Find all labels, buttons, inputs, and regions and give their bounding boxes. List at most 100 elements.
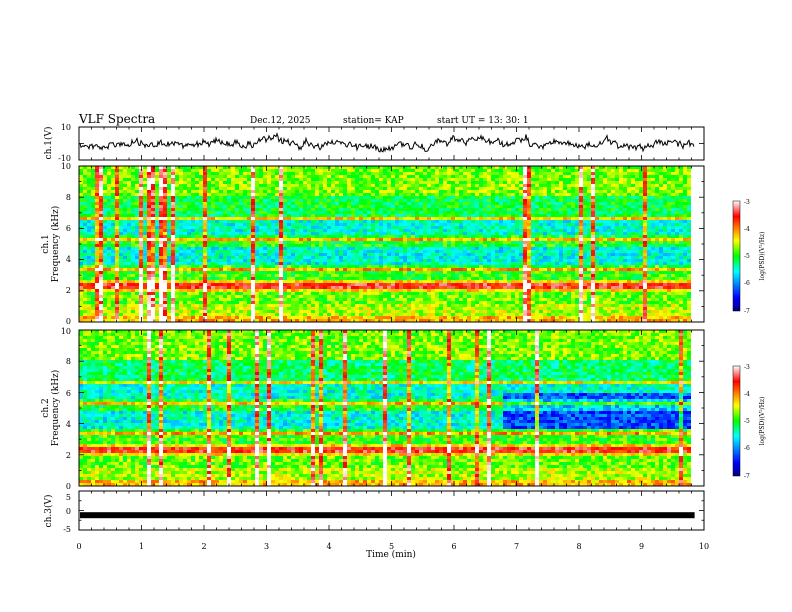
spectrogram-cell	[663, 184, 667, 187]
spectrogram-cell	[119, 193, 123, 196]
spectrogram-cell	[519, 229, 523, 232]
spectrogram-cell	[271, 202, 275, 205]
spectrogram-cell	[207, 223, 211, 226]
spectrogram-cell	[263, 223, 267, 226]
spectrogram-cell	[511, 190, 515, 193]
spectrogram-cell	[259, 214, 263, 217]
spectrogram-cell	[683, 205, 687, 208]
spectrogram-cell	[455, 214, 459, 217]
spectrogram-cell	[371, 250, 375, 253]
spectrogram-cell	[255, 181, 259, 184]
spectrogram-cell	[567, 184, 571, 187]
spectrogram-cell	[223, 193, 227, 196]
spectrogram-cell	[607, 247, 611, 250]
spectrogram-cell	[471, 181, 475, 184]
spectrogram-cell	[391, 196, 395, 199]
spectrogram-cell	[323, 193, 327, 196]
spectrogram-cell	[319, 259, 323, 262]
spectrogram-cell	[231, 172, 235, 175]
spectrogram-cell	[575, 250, 579, 253]
spectrogram-cell	[159, 247, 163, 250]
spectrogram-cell	[383, 259, 387, 262]
spectrogram-cell	[671, 229, 675, 232]
spectrogram-cell	[527, 190, 531, 193]
spectrogram-cell	[327, 187, 331, 190]
spectrogram-cell	[559, 229, 563, 232]
spectrogram-cell	[139, 247, 143, 250]
spectrogram-cell	[359, 190, 363, 193]
spectrogram-cell	[287, 244, 291, 247]
spectrogram-cell	[675, 232, 679, 235]
spectrogram-cell	[207, 205, 211, 208]
spectrogram-cell	[239, 193, 243, 196]
spectrogram-cell	[191, 223, 195, 226]
spectrogram-cell	[607, 205, 611, 208]
spectrogram-cell	[243, 172, 247, 175]
spectrogram-cell	[155, 244, 159, 247]
spectrogram-cell	[115, 226, 119, 229]
spectrogram-cell	[315, 187, 319, 190]
spectrogram-cell	[407, 226, 411, 229]
spectrogram-cell	[327, 199, 331, 202]
spectrogram-cell	[391, 184, 395, 187]
spectrogram-cell	[383, 256, 387, 259]
spectrogram-cell	[607, 181, 611, 184]
spectrogram-cell	[255, 187, 259, 190]
spectrogram-cell	[315, 256, 319, 259]
spectrogram-cell	[651, 202, 655, 205]
spectrogram-cell	[319, 199, 323, 202]
spectrogram-cell	[319, 220, 323, 223]
spectrogram-cell	[663, 235, 667, 238]
spectrogram-cell	[155, 175, 159, 178]
spectrogram-cell	[287, 217, 291, 220]
spectrogram-cell	[519, 166, 523, 169]
spectrogram-cell	[331, 229, 335, 232]
spectrogram-cell	[663, 175, 667, 178]
spectrogram-cell	[591, 211, 595, 214]
spectrogram-cell	[571, 238, 575, 241]
spectrogram-cell	[271, 208, 275, 211]
spectrogram-cell	[655, 256, 659, 259]
spectrogram-cell	[143, 247, 147, 250]
spectrogram-cell	[435, 223, 439, 226]
spectrogram-cell	[323, 253, 327, 256]
spectrogram-cell	[683, 226, 687, 229]
spectrogram-cell	[99, 229, 103, 232]
spectrogram-cell	[391, 253, 395, 256]
spectrogram-cell	[127, 172, 131, 175]
spectrogram-cell	[115, 220, 119, 223]
spectrogram-cell	[611, 256, 615, 259]
spectrogram-cell	[523, 196, 527, 199]
spectrogram-cell	[171, 184, 175, 187]
spectrogram-cell	[163, 175, 167, 178]
spectrogram-cell	[315, 172, 319, 175]
spectrogram-cell	[199, 187, 203, 190]
spectrogram-cell	[475, 175, 479, 178]
spectrogram-cell	[295, 214, 299, 217]
spectrogram-cell	[219, 178, 223, 181]
spectrogram-cell	[207, 238, 211, 241]
spectrogram-cell	[551, 178, 555, 181]
spectrogram-cell	[95, 196, 99, 199]
spectrogram-cell	[527, 238, 531, 241]
spectrogram-cell	[375, 241, 379, 244]
spectrogram-cell	[455, 256, 459, 259]
spectrogram-cell	[575, 208, 579, 211]
spectrogram-cell	[299, 244, 303, 247]
spectrogram-cell	[447, 193, 451, 196]
spectrogram-cell	[247, 235, 251, 238]
spectrogram-cell	[551, 184, 555, 187]
spectrogram-cell	[399, 229, 403, 232]
spectrogram-cell	[183, 172, 187, 175]
spectrogram-cell	[531, 187, 535, 190]
spectrogram-cell	[231, 238, 235, 241]
spectrogram-cell	[331, 250, 335, 253]
spectrogram-cell	[623, 187, 627, 190]
spectrogram-cell	[279, 181, 283, 184]
spectrogram-cell	[179, 247, 183, 250]
spectrogram-cell	[103, 166, 107, 169]
spectrogram-cell	[191, 253, 195, 256]
spectrogram-cell	[107, 187, 111, 190]
spectrogram-cell	[651, 199, 655, 202]
spectrogram-cell	[307, 259, 311, 262]
